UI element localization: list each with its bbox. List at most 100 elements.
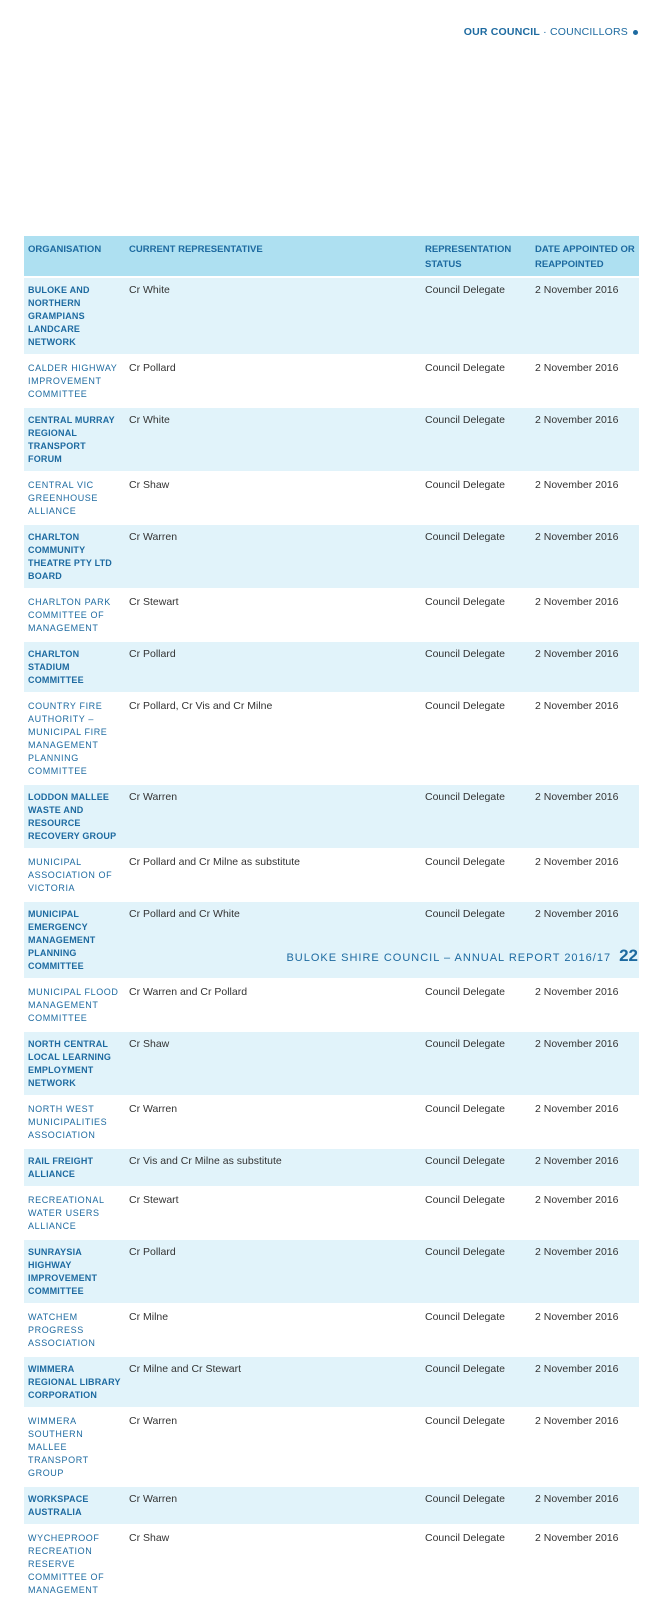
representative-cell: Cr Warren [129, 1415, 178, 1427]
table-row: CENTRAL VIC GREENHOUSE ALLIANCE Cr Shaw Co… [24, 473, 639, 523]
representative-cell: Cr Milne [129, 1311, 169, 1323]
status-cell: Council Delegate [421, 525, 531, 588]
organisation-cell: MUNICIPAL FLOOD MANAGEMENT COMMITTEE [28, 987, 119, 1023]
table-row: WIMMERA SOUTHERN MALLEE TRANSPORT GROUP C… [24, 1409, 639, 1485]
representation-table: ORGANISATION CURRENT REPRESENTATIVE REPR… [24, 234, 639, 1604]
date-cell: 2 November 2016 [535, 596, 619, 608]
status-cell: Council Delegate [421, 1240, 531, 1303]
date-cell: 2 November 2016 [531, 1032, 639, 1095]
representative-cell: Cr Pollard and Cr Milne as substitute [129, 856, 300, 868]
organisation-cell: WIMMERA SOUTHERN MALLEE TRANSPORT GROUP [28, 1416, 89, 1478]
page-footer: BULOKE SHIRE COUNCIL – ANNUAL REPORT 201… [286, 946, 638, 966]
status-cell: Council Delegate [425, 986, 505, 998]
date-cell: 2 November 2016 [535, 1103, 619, 1115]
date-cell: 2 November 2016 [531, 1240, 639, 1303]
status-cell: Council Delegate [421, 1149, 531, 1186]
representative-cell: Cr Shaw [125, 1032, 421, 1095]
organisation-cell: MUNICIPAL ASSOCIATION OF VICTORIA [28, 857, 113, 893]
status-cell: Council Delegate [425, 1311, 505, 1323]
table-row: NORTH CENTRAL LOCAL LEARNING EMPLOYMENT … [24, 1032, 639, 1095]
date-cell: 2 November 2016 [531, 642, 639, 692]
organisation-cell: RAIL FREIGHT ALLIANCE [24, 1149, 125, 1186]
status-cell: Council Delegate [421, 278, 531, 354]
table-row: WIMMERA REGIONAL LIBRARY CORPORATION Cr M… [24, 1357, 639, 1407]
date-cell: 2 November 2016 [535, 362, 619, 374]
table-row: CHARLTON COMMUNITY THEATRE PTY LTD BOARD… [24, 525, 639, 588]
date-cell: 2 November 2016 [535, 1532, 619, 1544]
table-row: CENTRAL MURRAY REGIONAL TRANSPORT FORUM C… [24, 408, 639, 471]
footer-text: BULOKE SHIRE COUNCIL – ANNUAL REPORT 201… [286, 952, 612, 964]
representative-cell: Cr White [125, 278, 421, 354]
organisation-cell: WYCHEPROOF RECREATION RESERVE COMMITTEE … [28, 1533, 105, 1595]
representative-cell: Cr Stewart [129, 596, 179, 608]
status-cell: Council Delegate [425, 479, 505, 491]
date-cell: 2 November 2016 [531, 408, 639, 471]
date-cell: 2 November 2016 [531, 278, 639, 354]
organisation-cell: MUNICIPAL EMERGENCY MANAGEMENT PLANNING … [24, 902, 125, 978]
table-row: COUNTRY FIRE AUTHORITY – MUNICIPAL FIRE … [24, 694, 639, 783]
representative-cell: Cr Warren [129, 1103, 178, 1115]
organisation-cell: RECREATIONAL WATER USERS ALLIANCE [28, 1195, 105, 1231]
table-header: ORGANISATION CURRENT REPRESENTATIVE REPR… [24, 236, 639, 276]
section-title: OUR COUNCIL [463, 26, 540, 38]
status-cell: Council Delegate [421, 1357, 531, 1407]
date-cell: 2 November 2016 [535, 700, 619, 712]
representative-cell: Cr Shaw [129, 1532, 170, 1544]
date-cell: 2 November 2016 [531, 1357, 639, 1407]
representative-cell: Cr Milne and Cr Stewart [125, 1357, 421, 1407]
status-cell: Council Delegate [425, 1103, 505, 1115]
organisation-cell: CHARLTON PARK COMMITTEE OF MANAGEMENT [28, 597, 111, 633]
col-representative: CURRENT REPRESENTATIVE [125, 236, 421, 276]
table-row: LODDON MALLEE WASTE AND RESOURCE RECOVER… [24, 785, 639, 848]
date-cell: 2 November 2016 [531, 525, 639, 588]
organisation-cell: COUNTRY FIRE AUTHORITY – MUNICIPAL FIRE … [28, 701, 108, 776]
organisation-cell: BULOKE AND NORTHERN GRAMPIANS LANDCARE N… [24, 278, 125, 354]
status-cell: Council Delegate [421, 785, 531, 848]
organisation-cell: CENTRAL MURRAY REGIONAL TRANSPORT FORUM [24, 408, 125, 471]
status-cell: Council Delegate [425, 1532, 505, 1544]
section-header: OUR COUNCIL · COUNCILLORS [464, 26, 638, 38]
table-row: WATCHEM PROGRESS ASSOCIATION Cr Milne Coun… [24, 1305, 639, 1355]
representative-cell: Cr Pollard [125, 1240, 421, 1303]
table-row: MUNICIPAL ASSOCIATION OF VICTORIA Cr Poll… [24, 850, 639, 900]
organisation-cell: NORTH CENTRAL LOCAL LEARNING EMPLOYMENT … [24, 1032, 125, 1095]
representative-cell: Cr Shaw [129, 479, 170, 491]
organisation-cell: CHARLTON COMMUNITY THEATRE PTY LTD BOARD [24, 525, 125, 588]
date-cell: 2 November 2016 [531, 785, 639, 848]
page-number: 22 [619, 946, 638, 965]
representative-cell: Cr Pollard and Cr White [125, 902, 421, 978]
table-row: NORTH WEST MUNICIPALITIES ASSOCIATION Cr … [24, 1097, 639, 1147]
table-row: MUNICIPAL FLOOD MANAGEMENT COMMITTEE Cr W… [24, 980, 639, 1030]
table-row: MUNICIPAL EMERGENCY MANAGEMENT PLANNING … [24, 902, 639, 978]
status-cell: Council Delegate [421, 408, 531, 471]
status-cell: Council Delegate [425, 1194, 505, 1206]
representative-cell: Cr Pollard, Cr Vis and Cr Milne [129, 700, 273, 712]
representative-cell: Cr White [125, 408, 421, 471]
date-cell: 2 November 2016 [531, 1149, 639, 1186]
status-cell: Council Delegate [425, 362, 505, 374]
representative-cell: Cr Vis and Cr Milne as substitute [125, 1149, 421, 1186]
status-cell: Council Delegate [421, 1487, 531, 1524]
status-cell: Council Delegate [421, 902, 531, 978]
status-cell: Council Delegate [425, 596, 505, 608]
representative-cell: Cr Warren [125, 1487, 421, 1524]
organisation-cell: WIMMERA REGIONAL LIBRARY CORPORATION [24, 1357, 125, 1407]
organisation-cell: CENTRAL VIC GREENHOUSE ALLIANCE [28, 480, 99, 516]
organisation-cell: SUNRAYSIA HIGHWAY IMPROVEMENT COMMITTEE [24, 1240, 125, 1303]
col-organisation: ORGANISATION [24, 236, 125, 276]
representative-cell: Cr Pollard [125, 642, 421, 692]
date-cell: 2 November 2016 [535, 1415, 619, 1427]
representative-cell: Cr Pollard [129, 362, 176, 374]
organisation-cell: CALDER HIGHWAY IMPROVEMENT COMMITTEE [28, 363, 118, 399]
status-cell: Council Delegate [425, 1415, 505, 1427]
table-row: RAIL FREIGHT ALLIANCE Cr Vis and Cr Milne… [24, 1149, 639, 1186]
date-cell: 2 November 2016 [531, 902, 639, 978]
organisation-cell: NORTH WEST MUNICIPALITIES ASSOCIATION [28, 1104, 108, 1140]
table-row: RECREATIONAL WATER USERS ALLIANCE Cr Stew… [24, 1188, 639, 1238]
status-cell: Council Delegate [421, 642, 531, 692]
organisation-cell: WORKSPACE AUSTRALIA [24, 1487, 125, 1524]
organisation-cell: LODDON MALLEE WASTE AND RESOURCE RECOVER… [24, 785, 125, 848]
table-row: SUNRAYSIA HIGHWAY IMPROVEMENT COMMITTEE C… [24, 1240, 639, 1303]
table-row: BULOKE AND NORTHERN GRAMPIANS LANDCARE N… [24, 278, 639, 354]
status-cell: Council Delegate [425, 856, 505, 868]
